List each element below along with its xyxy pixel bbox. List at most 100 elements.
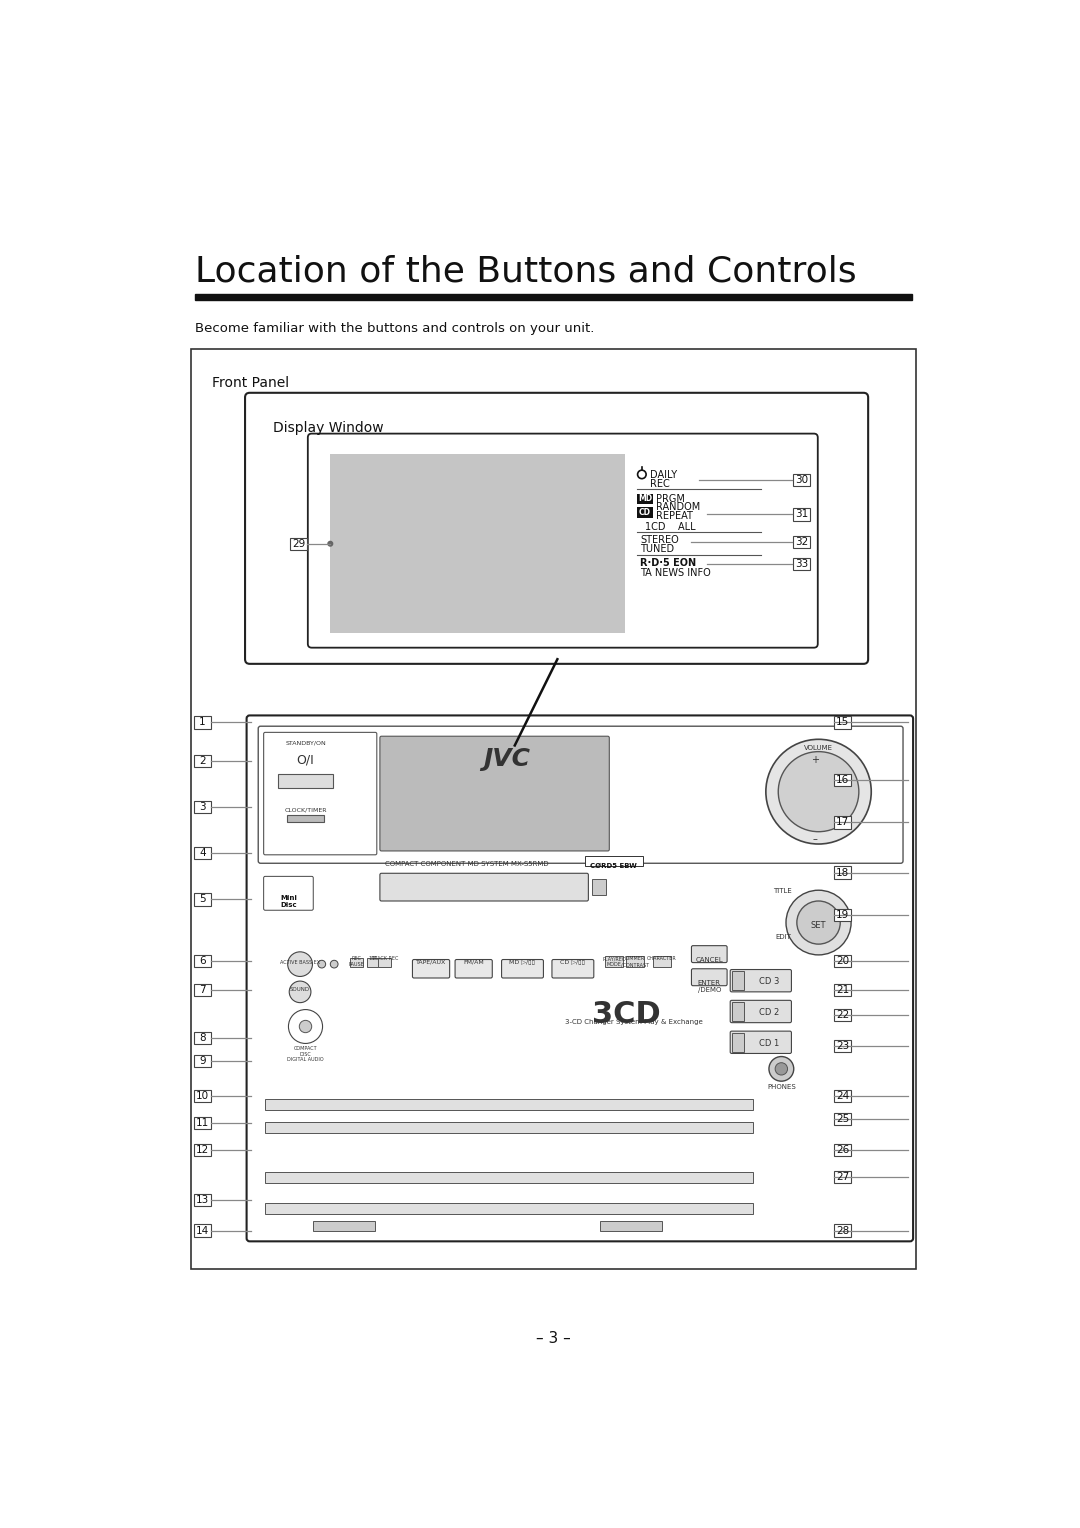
FancyBboxPatch shape [730, 970, 792, 992]
Text: PLAY/REC
MODE: PLAY/REC MODE [603, 957, 625, 967]
Circle shape [779, 752, 859, 831]
Text: CØRD5 EBW: CØRD5 EBW [590, 862, 636, 868]
Bar [194, 1143, 211, 1155]
Bar [266, 1099, 754, 1109]
FancyBboxPatch shape [264, 877, 313, 911]
Text: CLOCK/TIMER: CLOCK/TIMER [284, 807, 327, 811]
Text: R·D·5 EON: R·D·5 EON [640, 558, 697, 568]
Text: 21: 21 [836, 986, 849, 995]
FancyBboxPatch shape [691, 969, 727, 986]
Bar [834, 1089, 851, 1102]
Bar [793, 536, 810, 549]
Text: EDIT: EDIT [775, 934, 792, 940]
Text: PHONES: PHONES [767, 1085, 796, 1091]
Bar [834, 984, 851, 996]
Circle shape [786, 891, 851, 955]
Bar [194, 755, 211, 767]
Text: REC
PAUSE: REC PAUSE [349, 957, 365, 967]
FancyBboxPatch shape [264, 732, 377, 854]
Text: – 3 –: – 3 – [536, 1331, 571, 1346]
FancyBboxPatch shape [246, 715, 913, 1241]
Text: 29: 29 [292, 539, 306, 549]
FancyBboxPatch shape [245, 393, 868, 663]
Bar [584, 856, 643, 865]
Bar [266, 1122, 754, 1132]
FancyBboxPatch shape [730, 1031, 792, 1053]
FancyBboxPatch shape [730, 1001, 792, 1022]
Text: 1ST: 1ST [368, 957, 378, 961]
Bar [732, 1033, 744, 1051]
Bar [266, 1172, 754, 1183]
Bar [266, 1203, 754, 1213]
Text: 25: 25 [836, 1114, 849, 1125]
Text: 17: 17 [836, 817, 849, 828]
Text: CHARACTER: CHARACTER [647, 957, 677, 961]
Text: STANDBY/ON: STANDBY/ON [285, 740, 326, 746]
Bar [637, 494, 652, 504]
Text: 19: 19 [836, 909, 849, 920]
Text: 32: 32 [795, 538, 808, 547]
Text: ACTIVE BASS EX: ACTIVE BASS EX [280, 960, 320, 964]
Bar [367, 958, 379, 967]
FancyBboxPatch shape [380, 874, 589, 902]
Text: 23: 23 [836, 1041, 849, 1051]
Circle shape [775, 1062, 787, 1076]
Bar [793, 558, 810, 570]
Bar [287, 814, 324, 822]
Bar [194, 894, 211, 906]
Text: REPEAT: REPEAT [656, 512, 692, 521]
Text: 3: 3 [199, 802, 205, 811]
Circle shape [288, 1010, 323, 1044]
Text: ENTER
/DEMO: ENTER /DEMO [698, 981, 721, 993]
Text: COMPACT COMPONENT MD SYSTEM MX-S5RMD: COMPACT COMPONENT MD SYSTEM MX-S5RMD [384, 860, 549, 866]
Bar [834, 1170, 851, 1183]
Bar [194, 1193, 211, 1206]
Text: 15: 15 [836, 717, 849, 727]
Bar [600, 1221, 662, 1230]
Bar [194, 1031, 211, 1044]
Bar [834, 866, 851, 879]
Text: 4: 4 [199, 848, 205, 859]
Text: 12: 12 [195, 1144, 210, 1155]
Text: REC: REC [649, 480, 670, 489]
Circle shape [797, 902, 840, 944]
Text: 24: 24 [836, 1091, 849, 1100]
Text: 16: 16 [836, 775, 849, 785]
Bar [834, 1039, 851, 1051]
Circle shape [330, 960, 338, 969]
Text: CD 2: CD 2 [759, 1008, 779, 1018]
Bar [652, 957, 672, 967]
Text: 18: 18 [836, 868, 849, 877]
Text: Display Window: Display Window [273, 420, 383, 434]
Text: DAILY: DAILY [649, 469, 677, 480]
Bar [191, 348, 916, 1270]
Text: 6: 6 [199, 957, 205, 966]
Bar [834, 1112, 851, 1125]
Text: 9: 9 [199, 1056, 205, 1067]
Text: 7: 7 [199, 986, 205, 995]
Text: PRGM: PRGM [656, 494, 685, 504]
Circle shape [318, 960, 326, 969]
Bar [195, 295, 912, 301]
Bar [592, 880, 606, 895]
Text: Mini
Disc: Mini Disc [280, 895, 297, 908]
FancyBboxPatch shape [308, 434, 818, 648]
Circle shape [299, 1021, 312, 1033]
Text: –: – [812, 834, 818, 843]
Bar [834, 1143, 851, 1155]
Text: SOUND: SOUND [291, 987, 310, 992]
Circle shape [766, 740, 872, 843]
Bar [732, 1002, 744, 1021]
FancyBboxPatch shape [455, 960, 492, 978]
Circle shape [769, 1056, 794, 1082]
Bar [732, 972, 744, 990]
Text: Front Panel: Front Panel [213, 376, 289, 390]
Text: 20: 20 [836, 957, 849, 966]
Circle shape [328, 541, 333, 545]
Text: TAPE/AUX: TAPE/AUX [416, 960, 446, 964]
Circle shape [637, 471, 646, 478]
Text: 2: 2 [199, 756, 205, 766]
FancyBboxPatch shape [552, 960, 594, 978]
Bar [378, 958, 391, 967]
Text: COMPACT
DISC
DIGITAL AUDIO: COMPACT DISC DIGITAL AUDIO [287, 1045, 324, 1062]
